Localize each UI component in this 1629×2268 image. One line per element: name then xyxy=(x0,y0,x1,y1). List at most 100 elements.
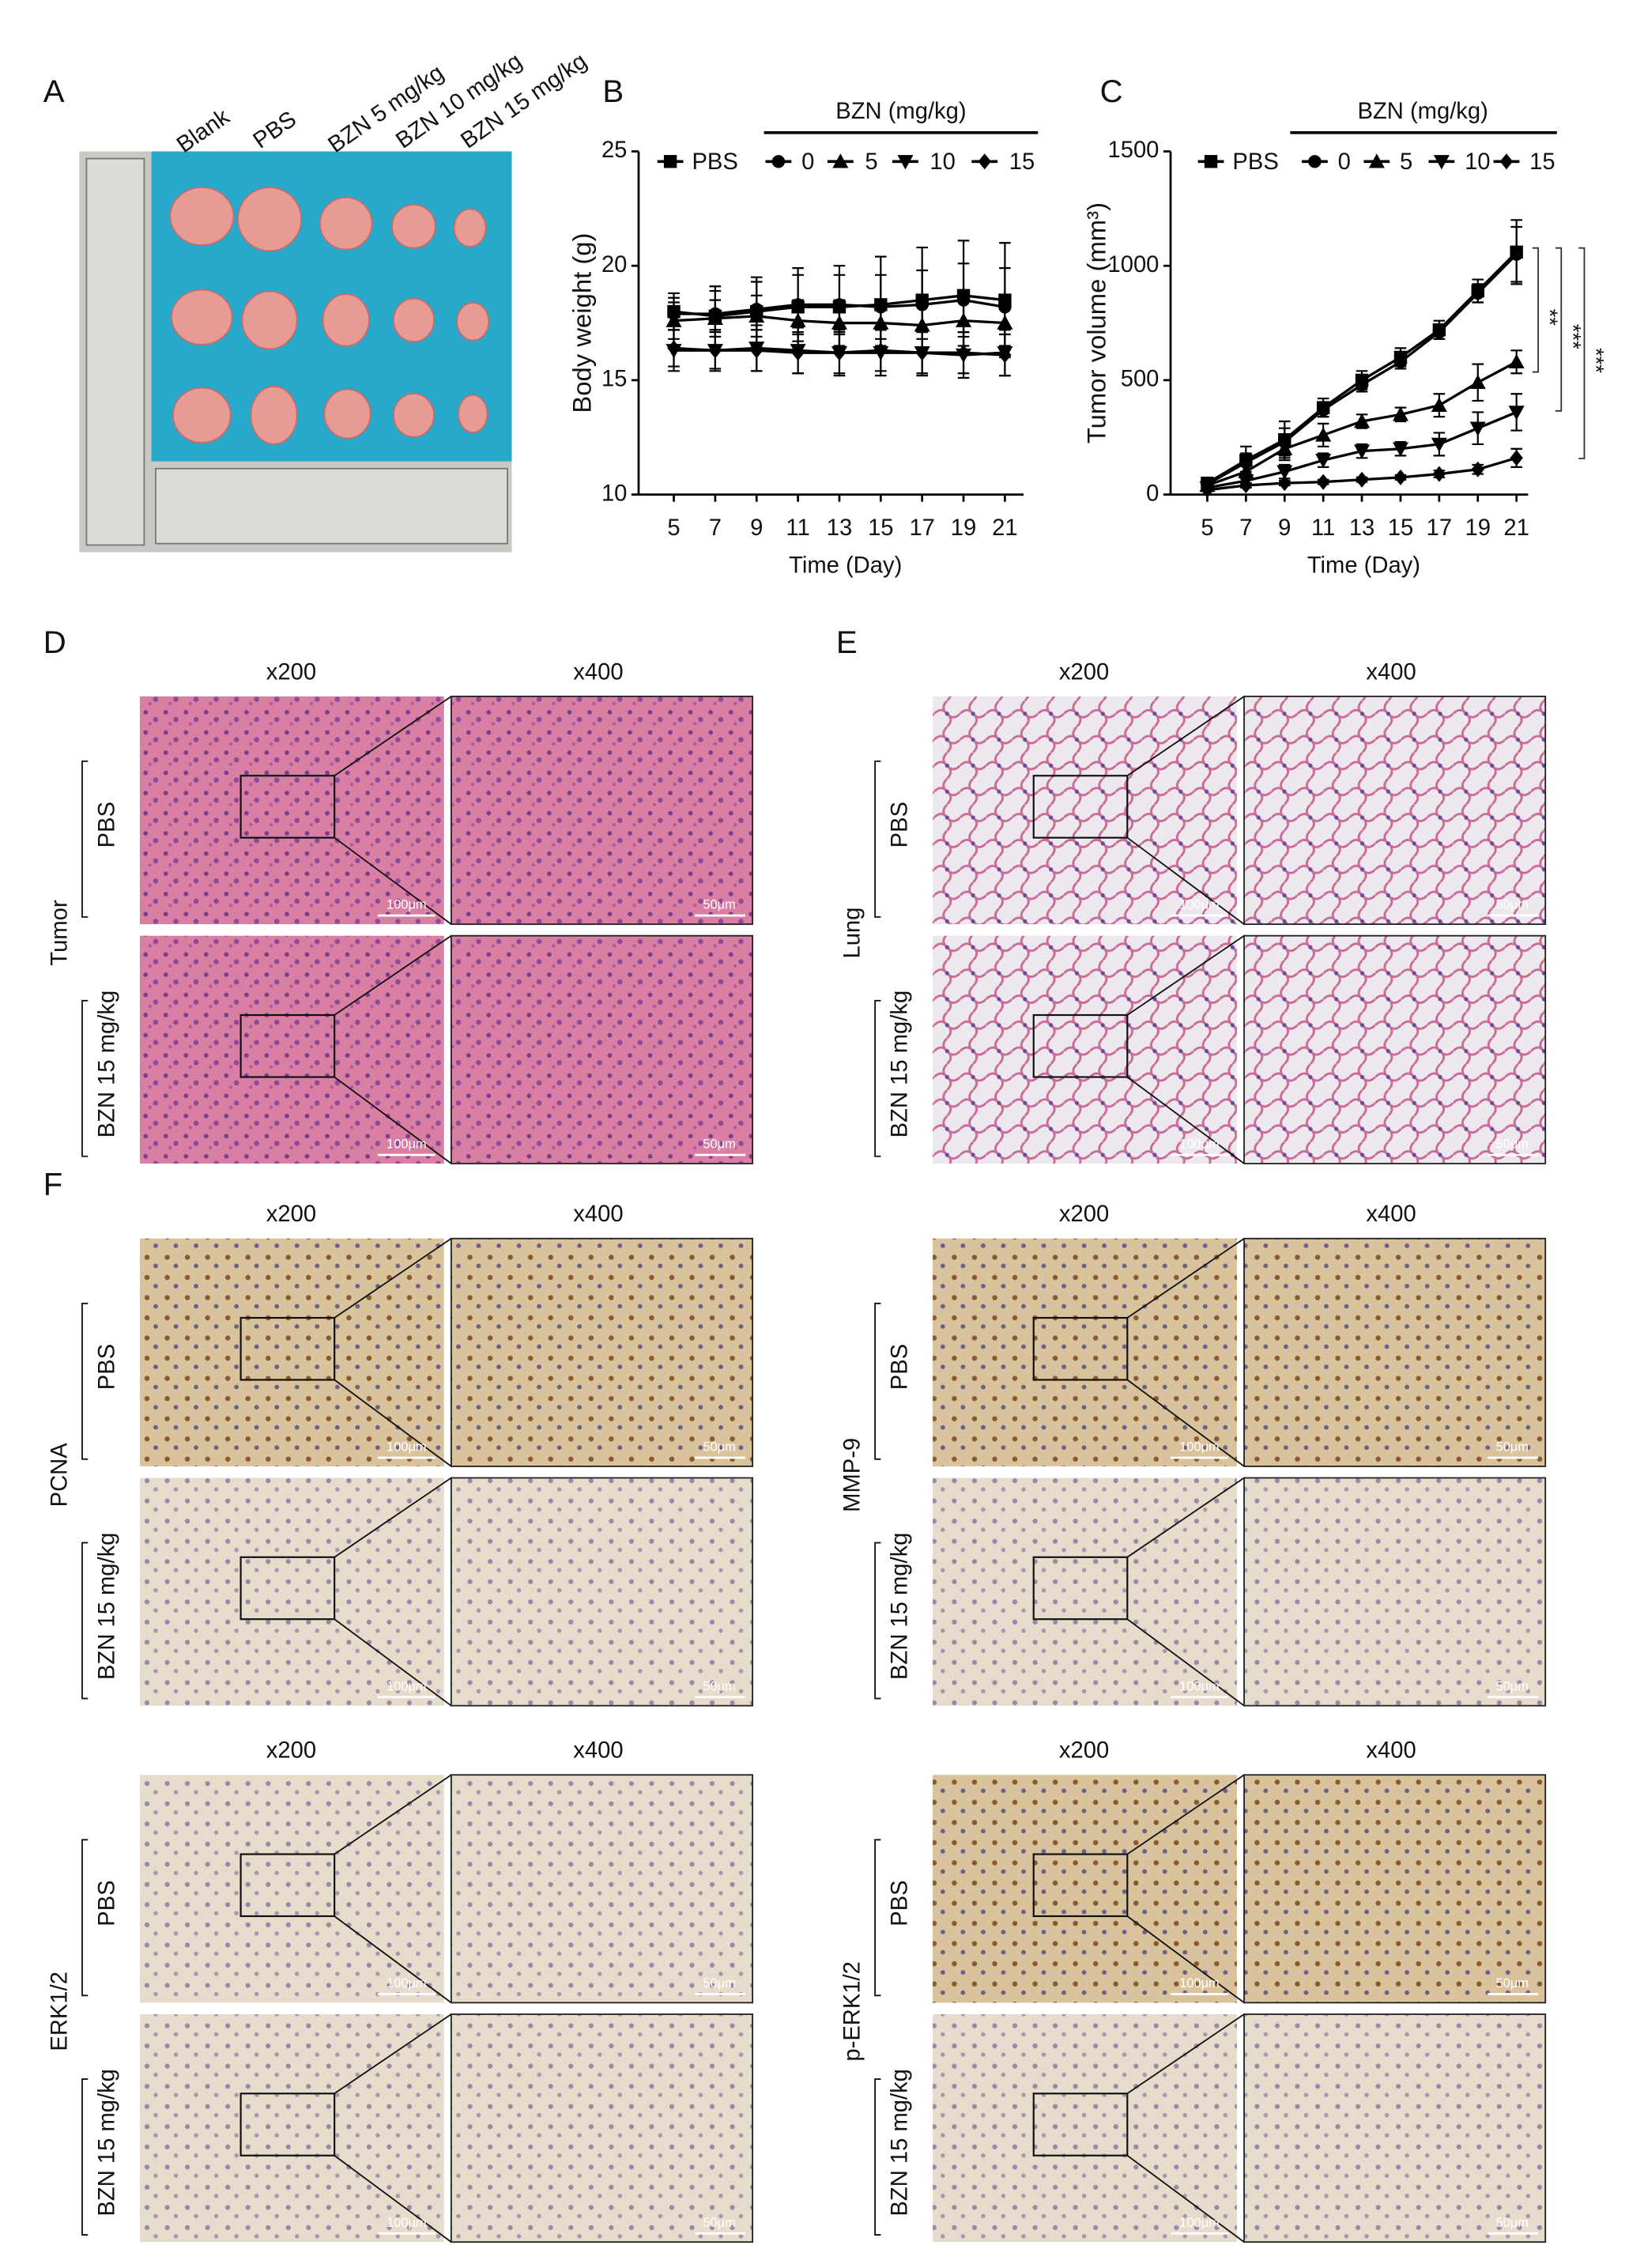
row-bracket xyxy=(81,999,89,1157)
y-tick-label: 500 xyxy=(1121,367,1160,392)
legend-marker xyxy=(1204,155,1218,168)
panel-label: B xyxy=(602,74,624,109)
x-tick-label: 19 xyxy=(1465,515,1491,541)
tumor xyxy=(319,196,373,251)
marker xyxy=(1278,475,1292,492)
tumor xyxy=(172,387,232,443)
group-label: ERK1/2 xyxy=(47,1972,72,2051)
row-bracket xyxy=(874,1302,881,1460)
micrograph-x200 xyxy=(933,1775,1237,2003)
micrograph-x400 xyxy=(451,1477,753,1706)
significance-bracket xyxy=(1555,247,1563,412)
micrograph-x200 xyxy=(933,1238,1237,1466)
zoom-lines xyxy=(1126,2013,1245,2243)
column-header: x200 xyxy=(1059,1202,1109,1227)
column-header: x200 xyxy=(1059,659,1109,685)
x-tick-label: 17 xyxy=(909,515,934,541)
legend-marker xyxy=(1433,155,1450,170)
row-label: BZN 15 mg/kg xyxy=(888,991,913,1138)
column-header: x200 xyxy=(1059,1738,1109,1764)
micrograph-x400 xyxy=(1244,696,1546,925)
scale-bar-label: 100μm xyxy=(1179,1679,1220,1693)
x-tick-label: 21 xyxy=(1503,515,1529,541)
row-bracket xyxy=(81,760,89,918)
zoom-lines xyxy=(334,934,452,1164)
scale-bar-label: 100μm xyxy=(1179,2216,1220,2230)
scale-bar-label: 50μm xyxy=(1496,1679,1529,1693)
micrograph-x400 xyxy=(451,1775,753,2003)
row-label: PBS xyxy=(888,802,913,847)
row-label: PBS xyxy=(94,1880,119,1926)
row-bracket xyxy=(874,999,881,1157)
marker xyxy=(998,347,1012,364)
frame xyxy=(450,2013,753,2243)
legend-marker xyxy=(1499,153,1514,170)
scale-bar-label: 100μm xyxy=(387,1440,427,1455)
column-header: x400 xyxy=(573,1202,623,1227)
zoom-lines xyxy=(1126,1237,1245,1467)
micrograph-x400 xyxy=(1244,1775,1546,2003)
tumor xyxy=(237,187,303,252)
scale-bar-label: 100μm xyxy=(387,1976,427,1991)
marker xyxy=(1508,353,1525,368)
micrograph-x400 xyxy=(451,696,753,925)
x-tick-label: 7 xyxy=(1239,515,1252,541)
micrograph-x200 xyxy=(933,696,1237,925)
zoom-box xyxy=(239,2093,336,2157)
micrograph-x200 xyxy=(139,2013,444,2243)
legend-marker xyxy=(897,155,914,170)
row-bracket xyxy=(81,1542,89,1700)
panel-label: A xyxy=(43,74,65,109)
column-header: x400 xyxy=(1366,1738,1416,1764)
zoom-lines xyxy=(334,696,452,925)
marker xyxy=(667,340,681,357)
scale-bar-label: 50μm xyxy=(703,898,735,912)
significance-bracket xyxy=(1578,247,1586,459)
x-tick-label: 9 xyxy=(750,515,763,541)
zoom-lines xyxy=(334,1774,452,2004)
frame xyxy=(1243,934,1547,1164)
marker xyxy=(1510,247,1523,261)
row-bracket xyxy=(874,1542,881,1700)
tumor xyxy=(458,394,488,434)
scale-bar-label: 50μm xyxy=(1496,1138,1529,1152)
x-tick-label: 13 xyxy=(1349,515,1374,541)
frame xyxy=(450,1774,753,2004)
legend-label: 15 xyxy=(1529,149,1555,175)
tumor xyxy=(250,385,298,445)
x-axis-label: Time (Day) xyxy=(789,553,902,579)
frame xyxy=(450,696,753,926)
marker xyxy=(666,312,682,327)
panel-label: D xyxy=(43,625,66,660)
legend-label: 10 xyxy=(1465,149,1490,175)
zoom-box xyxy=(1032,775,1129,839)
frame xyxy=(1243,1774,1547,2004)
marker xyxy=(832,345,847,361)
y-tick-label: 1500 xyxy=(1108,138,1160,163)
frame xyxy=(450,1237,753,1467)
legend-label: PBS xyxy=(1232,149,1278,175)
zoom-lines xyxy=(334,1477,452,1707)
zoom-box xyxy=(1032,1316,1129,1381)
x-tick-label: 17 xyxy=(1427,515,1452,541)
marker xyxy=(1510,450,1523,466)
panel-label: C xyxy=(1100,74,1123,109)
micrograph-x400 xyxy=(1244,1477,1546,1706)
frame xyxy=(450,934,753,1164)
y-tick-label: 0 xyxy=(1146,481,1159,506)
marker xyxy=(1471,461,1484,477)
lane-label: Blank xyxy=(172,104,234,158)
y-tick-label: 1000 xyxy=(1108,252,1160,277)
y-axis-label: Body weight (g) xyxy=(567,233,596,413)
legend-marker xyxy=(771,155,786,168)
significance-label: *** xyxy=(1561,324,1586,349)
zoom-box xyxy=(1032,2093,1129,2157)
marker xyxy=(707,310,723,325)
zoom-lines xyxy=(1126,696,1245,925)
x-tick-label: 5 xyxy=(667,515,680,541)
tumor xyxy=(391,204,436,249)
ruler-bottom xyxy=(155,467,508,545)
marker xyxy=(1432,325,1446,339)
group-label: MMP-9 xyxy=(839,1438,865,1512)
